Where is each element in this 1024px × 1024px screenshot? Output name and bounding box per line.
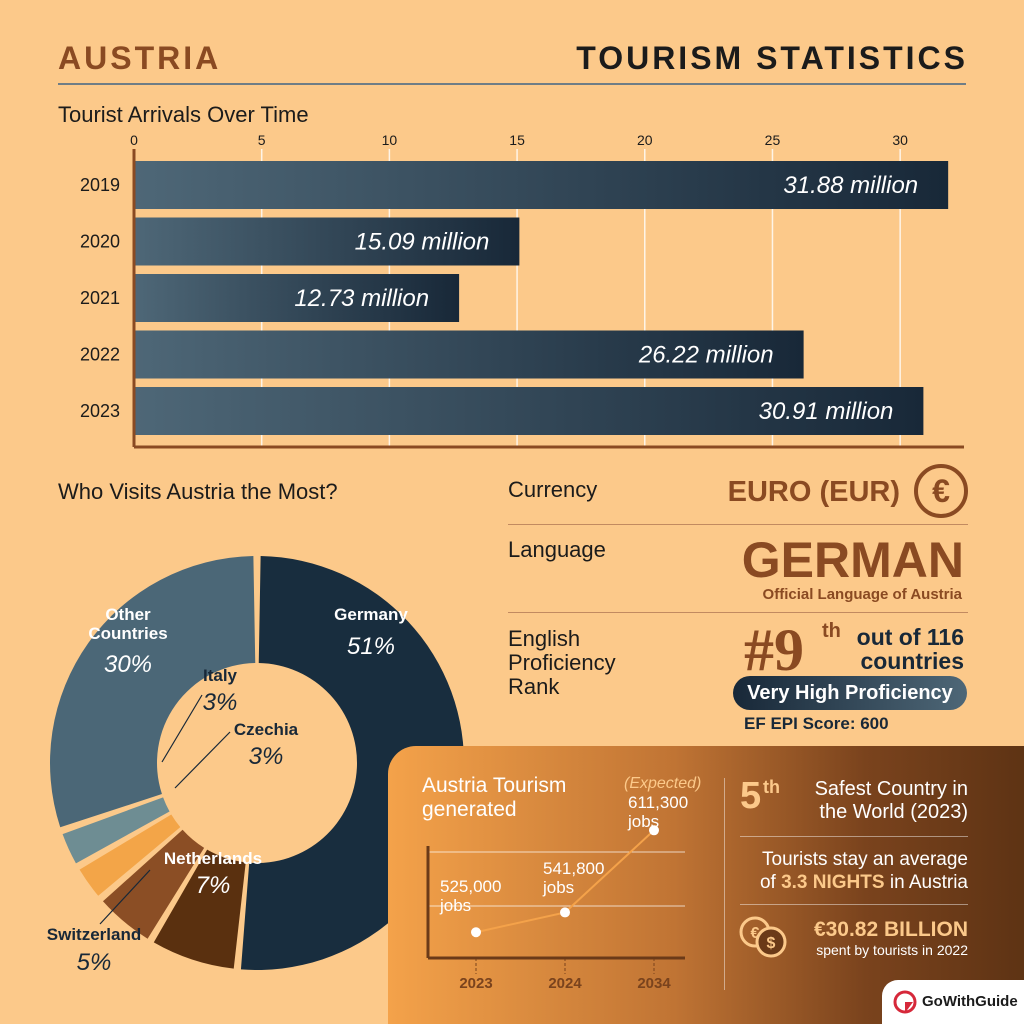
language-label: Language	[508, 537, 606, 562]
jobs-unit: jobs	[627, 812, 659, 831]
slice-value: 5%	[77, 949, 112, 976]
bar-chart-title: Tourist Arrivals Over Time	[58, 102, 309, 127]
english-label: English Proficiency Rank	[508, 626, 616, 699]
divider-language	[508, 612, 968, 613]
panel-divider-2	[740, 836, 968, 837]
expected-annotation: (Expected)	[624, 775, 701, 792]
slice-label: Switzerland	[47, 925, 141, 944]
data-label: 12.73 million	[294, 285, 429, 312]
proficiency-badge: Very High Proficiency	[733, 676, 967, 710]
jobs-label: 525,000	[440, 877, 501, 896]
y-tick-label: 2020	[80, 232, 120, 252]
bar	[135, 330, 804, 379]
jobs-point	[471, 927, 481, 938]
english-out-of: out of 116 countries	[856, 624, 964, 674]
x-tick-label: 2034	[637, 975, 671, 992]
logo-mark-icon	[893, 990, 917, 1014]
data-label: 15.09 million	[355, 229, 490, 256]
english-rank: #9	[744, 617, 804, 683]
page-title: TOURISM STATISTICS	[576, 40, 968, 76]
safe-text: Safest Country in the World (2023)	[814, 778, 968, 823]
stay-value: 3.3 NIGHTS	[781, 872, 885, 893]
euro-icon: €	[914, 464, 968, 518]
slice-label: Germany	[334, 605, 408, 624]
x-tick-label: 25	[765, 132, 781, 148]
english-rank-suffix: th	[822, 620, 841, 642]
spent-value: €30.82 BILLION	[813, 918, 968, 941]
data-label: 26.22 million	[638, 342, 774, 369]
arrivals-bar-chart: 0 5 10 15 20 25 30 2019 31.88 million 2020 15.09 m…	[80, 132, 964, 449]
x-tick-label: 30	[892, 132, 908, 148]
x-tick-label: 0	[130, 132, 138, 148]
leader-line	[174, 731, 231, 789]
slice-value: 30%	[104, 651, 152, 678]
slice-label: Countries	[88, 624, 167, 643]
jobs-point	[649, 825, 659, 836]
jobs-label: 541,800	[543, 859, 604, 878]
donut-slice	[79, 814, 181, 896]
spent-sub: spent by tourists in 2022	[816, 942, 968, 958]
x-tick-label: 15	[509, 132, 525, 148]
safe-rank-suffix: th	[763, 777, 780, 797]
svg-text:€: €	[751, 925, 760, 942]
slice-label: Italy	[203, 666, 238, 685]
panel-title: Austria Tourism generated	[422, 774, 567, 821]
header-divider	[58, 83, 966, 85]
gowithguide-logo[interactable]: GoWithGuide	[882, 980, 1024, 1024]
leader-line	[99, 869, 151, 925]
donut-slice	[50, 556, 256, 828]
slice-label: Other	[105, 605, 151, 624]
safe-rank: 5	[740, 775, 762, 817]
donut-chart-title: Who Visits Austria the Most?	[58, 479, 338, 504]
jobs-line-chart: 2023 2024 2034525,000jobs541,800jobs611,30…	[426, 775, 701, 992]
bar	[135, 387, 924, 435]
leader-line	[161, 694, 203, 763]
country-title: AUSTRIA	[58, 40, 222, 76]
bar	[135, 274, 460, 322]
slice-value: 3%	[203, 689, 238, 716]
jobs-label: 611,300	[628, 793, 688, 812]
x-tick-label: 10	[382, 132, 398, 148]
x-tick-label: 5	[258, 132, 266, 148]
x-tick-label: 2024	[548, 975, 582, 992]
panel-divider-3	[740, 904, 968, 905]
bar	[135, 161, 949, 209]
jobs-unit: jobs	[439, 896, 471, 915]
y-tick-label: 2022	[80, 345, 120, 365]
currency-value: EURO (EUR)	[727, 476, 900, 508]
logo-text: GoWithGuide	[922, 993, 1018, 1010]
epi-score: EF EPI Score: 600	[744, 714, 889, 733]
svg-text:$: $	[767, 935, 776, 952]
language-sub: Official Language of Austria	[762, 586, 962, 603]
slice-label: Netherlands	[164, 849, 262, 868]
data-label: 31.88 million	[783, 172, 918, 199]
slice-value: 51%	[347, 633, 395, 660]
donut-slice	[102, 829, 205, 939]
data-label: 30.91 million	[759, 398, 894, 425]
donut-slice	[153, 849, 246, 969]
y-tick-label: 2023	[80, 401, 120, 421]
svg-text:€: €	[932, 473, 950, 509]
y-tick-label: 2021	[80, 288, 120, 308]
tourism-economy-panel	[388, 746, 1024, 1024]
stay-text: Tourists stay an average of 3.3 NIGHTS i…	[759, 849, 968, 893]
y-tick-label: 2019	[80, 175, 120, 195]
slice-value: 3%	[249, 743, 284, 770]
slice-value: 7%	[196, 872, 231, 899]
panel-divider	[724, 778, 725, 990]
bar	[135, 217, 520, 266]
x-tick-label: 2023	[459, 975, 492, 992]
divider-currency	[508, 524, 968, 525]
slice-label: Czechia	[234, 720, 299, 739]
money-coins-icon: € $	[739, 916, 787, 958]
jobs-point	[560, 907, 570, 918]
currency-label: Currency	[508, 477, 598, 502]
jobs-unit: jobs	[542, 878, 574, 897]
donut-slice	[62, 797, 170, 864]
language-value: GERMAN	[741, 532, 964, 588]
x-tick-label: 20	[637, 132, 653, 148]
